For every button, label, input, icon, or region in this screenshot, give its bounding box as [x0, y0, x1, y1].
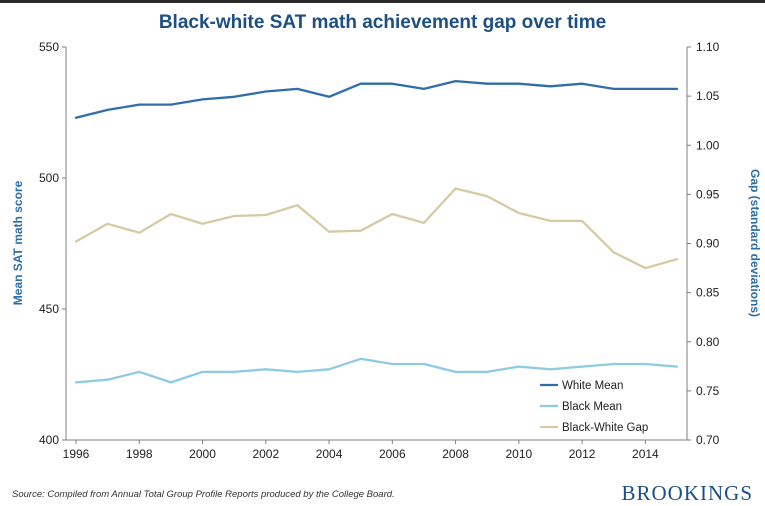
y2-tick-label: 1.10	[696, 40, 720, 54]
x-tick-labels: 1996 1998 2000 2002 2004 2006 2008 2010 2012 2014	[63, 447, 659, 461]
series-line-black-white-gap	[74, 187, 679, 270]
y2-tick-label: 0.80	[696, 335, 720, 349]
x-tick-label: 2006	[379, 447, 406, 461]
y2-axis-title: Gap (standard deviations)	[748, 169, 762, 317]
brookings-logo: BROOKINGS	[621, 481, 753, 505]
y-tick-label: 400	[39, 433, 59, 447]
y2-tick-label: 0.70	[696, 433, 720, 447]
legend: White Mean Black Mean Black-White Gap	[540, 380, 648, 434]
x-tick-label: 2008	[442, 447, 469, 461]
legend-label: Black-White Gap	[562, 422, 648, 434]
y2-tick-label: 0.90	[696, 237, 720, 251]
y2-tick-label: 0.75	[696, 384, 720, 398]
x-tick-label: 2002	[252, 447, 279, 461]
x-tick-label: 1998	[126, 447, 153, 461]
y-tick-label: 550	[39, 40, 59, 54]
chart-title: Black-white SAT math achievement gap ove…	[158, 12, 607, 33]
x-tick-label: 2004	[316, 447, 343, 461]
legend-label: Black Mean	[562, 401, 622, 413]
x-tick-label: 2014	[632, 447, 659, 461]
y2-tick-labels: 0.70 0.75 0.80 0.85 0.90 0.95 1.00 1.05 1.10	[696, 40, 720, 447]
y2-tick-label: 0.95	[696, 187, 720, 201]
series-lines	[74, 79, 679, 384]
source-note: Source: Compiled from Annual Total Group…	[12, 489, 395, 500]
x-tick-label: 2010	[505, 447, 532, 461]
y-tick-label: 500	[39, 171, 59, 185]
y-tick-labels: 400 450 500 550	[39, 40, 59, 447]
x-tick-label: 1996	[63, 447, 90, 461]
series-line-white-mean	[74, 79, 679, 119]
legend-label: White Mean	[562, 380, 623, 392]
series-line-black-mean	[74, 357, 679, 384]
y-axis-title: Mean SAT math score	[11, 180, 25, 305]
x-tick-label: 2012	[569, 447, 596, 461]
axes	[62, 46, 691, 444]
x-tick-label: 2000	[189, 447, 216, 461]
top-rule	[0, 0, 765, 3]
y2-tick-label: 0.85	[696, 286, 720, 300]
y2-tick-label: 1.05	[696, 89, 720, 103]
y-tick-label: 450	[39, 302, 59, 316]
y2-tick-label: 1.00	[696, 138, 720, 152]
